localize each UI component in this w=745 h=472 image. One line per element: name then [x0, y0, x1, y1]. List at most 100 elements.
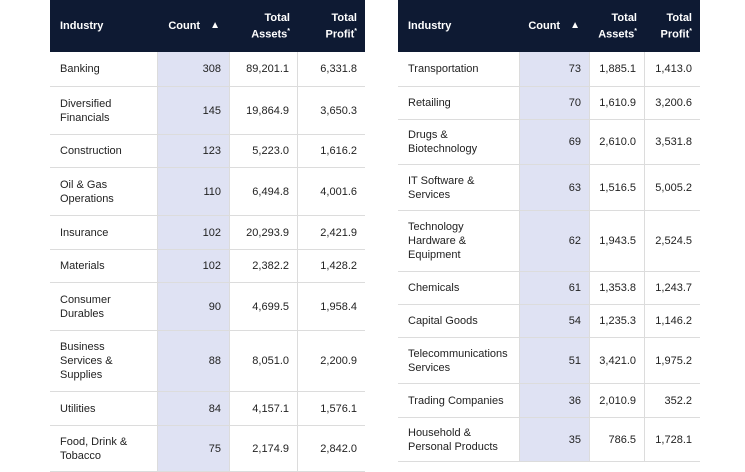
text: 84 [208, 402, 221, 415]
header-cell[interactable]: Total Assets* [230, 0, 298, 52]
count-cell: 73 [520, 52, 590, 87]
profit-cell: 3,650.3 [298, 87, 365, 135]
text: 20,293.9 [246, 226, 289, 239]
text: 1,353.8 [599, 282, 636, 294]
text: 4,001.6 [320, 185, 357, 198]
industry-cell: Utilities [50, 392, 158, 426]
text: Tobacco [60, 449, 101, 462]
text: 8,051.0 [252, 355, 289, 367]
text: Oil & Gas [60, 178, 108, 191]
profit-cell: 5,005.2 [645, 165, 700, 211]
assets-cell: 19,864.9 [230, 87, 298, 135]
text: Count [528, 20, 561, 32]
text: 54 [568, 315, 581, 327]
text: Operations [60, 192, 114, 205]
text: Industry [408, 20, 452, 32]
industry-lines: Food, Drink & Tobacco [60, 435, 127, 463]
text: * [354, 27, 357, 35]
count-cell: 90 [158, 283, 230, 331]
profit-cell: 2,421.9 [298, 216, 365, 250]
profit-cell: 2,524.5 [645, 211, 700, 272]
text: 89,201.1 [246, 63, 289, 75]
sort-icon[interactable]: ▲ [570, 20, 580, 31]
text: 6,494.8 [252, 185, 289, 198]
text: 2,610.0 [599, 136, 636, 148]
industry-cell: Telecommunications Services [398, 338, 520, 384]
text: Trading Companies [408, 394, 504, 407]
text: 1,958.4 [320, 300, 357, 313]
text: 2,842.0 [320, 442, 357, 455]
text: 145 [202, 104, 221, 117]
text: Utilities [60, 402, 96, 415]
industry-lines: Telecommunications Services [408, 347, 508, 375]
text: IT Software & [408, 174, 475, 187]
header-cell[interactable]: Total Profit* [645, 0, 700, 52]
text: Services [408, 188, 451, 201]
count-cell: 145 [158, 87, 230, 135]
text: Telecommunications [408, 347, 508, 360]
assets-cell: 2,610.0 [590, 120, 645, 165]
count-cell: 123 [158, 135, 230, 168]
count-cell: 70 [520, 87, 590, 120]
text: 3,531.8 [655, 136, 692, 148]
sort-icon[interactable]: ▲ [210, 20, 220, 31]
text: 36 [568, 394, 581, 407]
text: 4,157.1 [252, 402, 289, 415]
text: 1,975.2 [655, 354, 692, 367]
count-cell: 69 [520, 120, 590, 165]
industry-cell: Drugs & Biotechnology [398, 120, 520, 165]
assets-cell: 89,201.1 [230, 52, 298, 87]
assets-cell: 1,943.5 [590, 211, 645, 272]
text: 102 [202, 260, 221, 272]
industry-cell: Business Services & Supplies [50, 331, 158, 392]
header-cell[interactable]: Count ▲ [158, 0, 230, 52]
text: 1,428.2 [320, 260, 357, 272]
industry-cell: Household & Personal Products [398, 418, 520, 462]
assets-cell: 1,610.9 [590, 87, 645, 120]
count-cell: 61 [520, 272, 590, 305]
industry-lines: Household & Personal Products [408, 426, 498, 454]
industry-lines: Business Services & Supplies [60, 340, 113, 382]
count-cell: 75 [158, 426, 230, 472]
text: 3,650.3 [320, 104, 357, 117]
header-cell[interactable]: Industry [398, 0, 520, 52]
assets-cell: 4,699.5 [230, 283, 298, 331]
profit-cell: 2,200.9 [298, 331, 365, 392]
assets-cell: 1,353.8 [590, 272, 645, 305]
text: 102 [202, 226, 221, 239]
text: 69 [568, 136, 581, 148]
assets-cell: 3,421.0 [590, 338, 645, 384]
profit-cell: 1,413.0 [645, 52, 700, 87]
text: Consumer [60, 293, 111, 306]
header-cell[interactable]: Industry [50, 0, 158, 52]
text: Financials [60, 111, 110, 124]
industry-cell: Insurance [50, 216, 158, 250]
industry-cell: IT Software & Services [398, 165, 520, 211]
text: Capital Goods [408, 315, 478, 327]
table-right: Industry Count ▲ Total Assets* Total Profit*… [398, 0, 700, 465]
count-cell: 84 [158, 392, 230, 426]
text: 88 [208, 355, 221, 367]
text: 1,576.1 [320, 402, 357, 415]
profit-cell: 3,200.6 [645, 87, 700, 120]
text: 5,005.2 [655, 181, 692, 194]
text: Construction [60, 145, 122, 157]
text: 19,864.9 [246, 104, 289, 117]
count-cell: 308 [158, 52, 230, 87]
text: * [287, 27, 290, 35]
count-cell: 36 [520, 384, 590, 418]
header-cell[interactable]: Total Assets* [590, 0, 645, 52]
text: 2,200.9 [320, 355, 357, 367]
profit-cell: 3,531.8 [645, 120, 700, 165]
industry-lines: Construction [60, 144, 122, 158]
count-cell: 54 [520, 305, 590, 338]
text: 1,235.3 [599, 315, 636, 327]
count-cell: 102 [158, 250, 230, 283]
text: Industry [60, 20, 104, 32]
text: 352.2 [664, 394, 692, 407]
header-cell[interactable]: Count ▲ [520, 0, 590, 52]
text: Durables [60, 307, 105, 320]
header-label: Total Assets* [248, 11, 290, 42]
text: * [634, 27, 637, 35]
header-cell[interactable]: Total Profit* [298, 0, 365, 52]
